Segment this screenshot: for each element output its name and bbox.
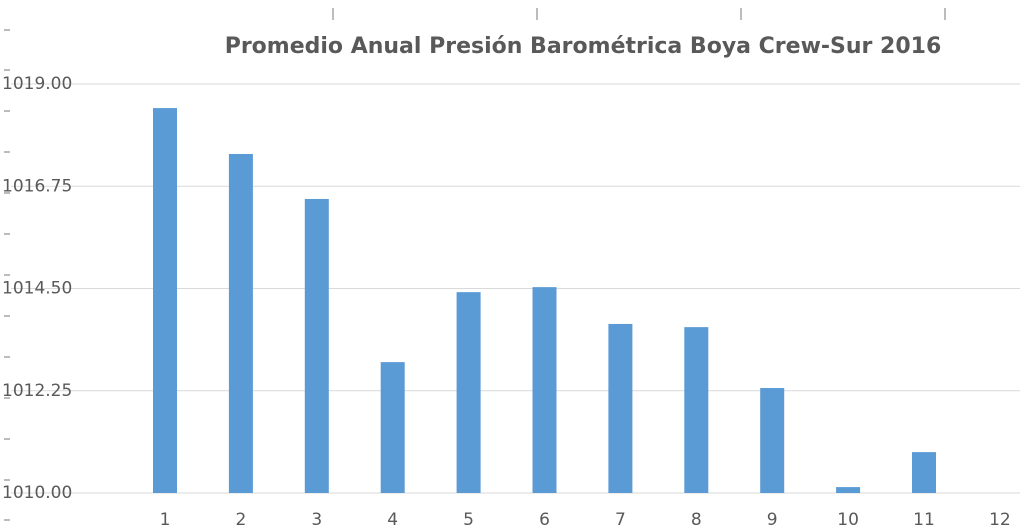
x-tick-label: 4 [387, 510, 398, 529]
bar [456, 292, 481, 493]
bar [608, 323, 633, 493]
x-tick-label: 5 [463, 510, 474, 529]
bar [380, 362, 405, 493]
y-tick-label: 1014.50 [2, 279, 72, 299]
x-tick-label: 12 [989, 510, 1011, 529]
x-tick-label: 11 [913, 510, 935, 529]
bar [912, 452, 936, 493]
bar [304, 198, 329, 494]
bar [532, 287, 557, 493]
x-tick-label: 1 [160, 510, 171, 529]
x-tick-label: 8 [691, 510, 702, 529]
bar [684, 327, 709, 493]
chart-title: Promedio Anual Presión Barométrica Boya … [225, 34, 942, 59]
y-tick-label: 1019.00 [2, 74, 72, 94]
y-tick-label: 1016.75 [2, 176, 72, 196]
y-tick-label: 1010.00 [2, 483, 72, 503]
bar [836, 487, 861, 493]
bar [153, 108, 177, 493]
x-tick-label: 9 [767, 510, 778, 529]
bar [760, 388, 785, 493]
x-tick-label: 7 [615, 510, 626, 529]
x-tick-label: 3 [311, 510, 322, 529]
x-tick-label: 6 [539, 510, 550, 529]
x-tick-label: 2 [235, 510, 246, 529]
bar [228, 153, 253, 494]
frame-decoration [4, 8, 946, 521]
y-tick-label: 1012.25 [2, 381, 72, 401]
x-tick-label: 10 [837, 510, 859, 529]
